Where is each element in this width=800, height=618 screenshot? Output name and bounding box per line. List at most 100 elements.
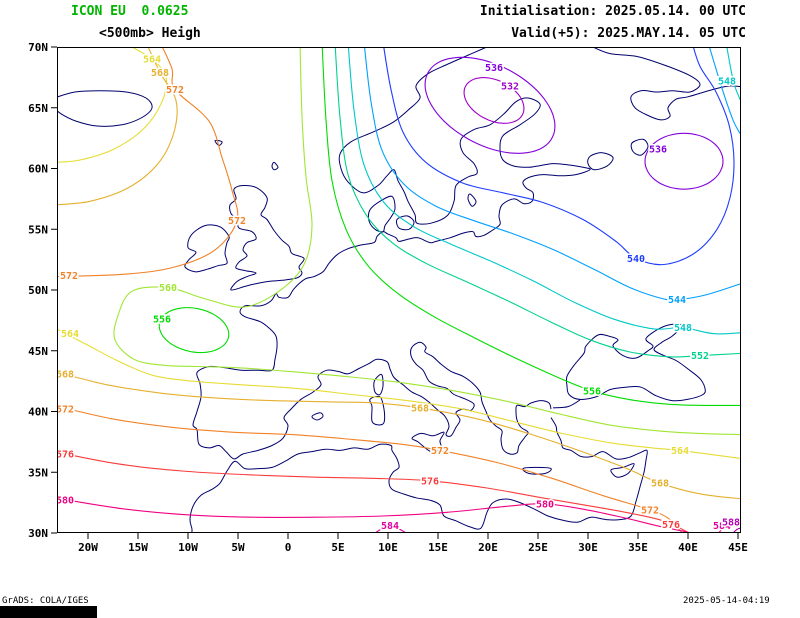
contour-572-line	[57, 47, 239, 278]
lat-tick-label: 40N	[28, 406, 48, 419]
map-frame	[57, 47, 741, 533]
contour-568-line	[57, 371, 741, 500]
contour-556-label: 556	[583, 386, 601, 397]
init-time-label: Initialisation: 2025.05.14. 00 UTC	[479, 4, 746, 19]
lon-tick-label: 5E	[331, 541, 344, 554]
map-area: 532 536 536 540 544 548 548 552 556 556 560 564 564 5…	[56, 47, 741, 533]
coastline	[369, 395, 386, 426]
grads-credit: GrADS: COLA/IGES	[2, 596, 89, 606]
contour-572-label: 572	[431, 446, 449, 457]
contour-552-line	[334, 47, 741, 358]
contour-536-line	[644, 132, 724, 190]
contour-layer	[57, 47, 741, 533]
coastline	[189, 417, 648, 533]
lat-tick-label: 45N	[28, 345, 48, 358]
contour-572-label: 572	[166, 85, 184, 96]
contour-548-label: 548	[674, 323, 692, 334]
coastline	[184, 224, 230, 273]
model-title: ICON EU 0.0625	[71, 4, 189, 19]
contour-576-label: 576	[662, 520, 680, 531]
lat-tick-label: 50N	[28, 284, 48, 297]
contour-568-line	[57, 47, 178, 206]
contour-548-line	[726, 47, 741, 103]
lon-tick-label: 25E	[528, 541, 548, 554]
lon-tick-label: 40E	[678, 541, 698, 554]
coastline	[591, 47, 741, 121]
coastline	[367, 195, 396, 233]
lon-tick-label: 45E	[728, 541, 748, 554]
lon-tick-label: 5W	[231, 541, 245, 554]
contour-556-line	[321, 47, 741, 407]
lon-tick-label: 15W	[128, 541, 148, 554]
lon-tick-label: 15E	[428, 541, 448, 554]
contour-564-label: 564	[143, 55, 161, 66]
grads-logo-bar	[0, 606, 97, 618]
coastline	[587, 152, 614, 171]
lat-tick-label: 30N	[28, 527, 48, 540]
contour-584-label: 584	[381, 521, 399, 532]
coastline	[57, 90, 153, 127]
coastline	[373, 373, 384, 396]
contour-580-label: 580	[536, 499, 554, 510]
coastline	[192, 47, 591, 460]
lat-tick-label: 35N	[28, 466, 48, 479]
contour-572-label: 572	[641, 505, 659, 516]
contour-548-line	[347, 47, 741, 335]
coastline	[214, 139, 223, 146]
contour-532-line	[463, 77, 525, 124]
lon-tick-label: 10E	[378, 541, 398, 554]
contour-572-label: 572	[60, 271, 78, 282]
contour-540-label: 540	[627, 254, 645, 265]
contour-576-label: 576	[56, 450, 74, 461]
creation-timestamp: 2025-05-14-04:19	[683, 596, 770, 606]
contour-580-line	[57, 497, 693, 533]
contour-568-label: 568	[651, 479, 669, 490]
lon-tick-label: 10W	[178, 541, 198, 554]
coastline	[271, 161, 279, 171]
coastline	[522, 466, 552, 475]
contour-556-label: 556	[153, 315, 171, 326]
coastline	[630, 138, 649, 156]
contour-580-label: 580	[56, 496, 74, 507]
lon-tick-label: 20E	[478, 541, 498, 554]
coastline	[552, 398, 581, 409]
coastline-layer	[57, 47, 741, 533]
level-title: <500mb> Heigh	[99, 26, 201, 41]
coastline	[311, 412, 324, 421]
contour-536-label: 536	[649, 145, 667, 156]
contour-584-label: 584	[713, 521, 731, 532]
contour-576-line	[57, 451, 691, 533]
lat-tick-label: 60N	[28, 163, 48, 176]
contour-536-line	[424, 56, 556, 154]
contour-536-label: 536	[485, 63, 503, 74]
contour-544-line	[363, 47, 741, 301]
lon-tick-label: 20W	[78, 541, 98, 554]
coastline	[229, 184, 305, 291]
coastline	[411, 431, 445, 453]
contour-584-line	[374, 525, 408, 533]
contour-544-line	[708, 47, 741, 136]
lat-tick-label: 65N	[28, 102, 48, 115]
lat-tick-label: 55N	[28, 223, 48, 236]
contour-label-layer: 532 536 536 540 544 548 548 552 556 556 560 564 564 5…	[56, 53, 741, 533]
contour-568-label: 568	[151, 68, 169, 79]
contour-552-label: 552	[691, 351, 709, 362]
contour-564-label: 564	[61, 329, 79, 340]
contour-564-label: 564	[671, 446, 689, 457]
contour-572-label: 572	[228, 216, 246, 227]
lon-tick-label: 35E	[628, 541, 648, 554]
lat-tick-label: 70N	[28, 41, 48, 54]
contour-544-label: 544	[668, 295, 686, 306]
contour-572-line	[57, 405, 683, 533]
valid-time-label: Valid(+5): 2025.MAY.14. 05 UTC	[511, 26, 746, 41]
contour-556-line	[158, 307, 230, 354]
contour-532-label: 532	[501, 81, 519, 92]
contour-540-line	[383, 47, 735, 266]
contour-588-line	[732, 527, 741, 533]
contour-568-label: 568	[411, 403, 429, 414]
contour-560-label: 560	[159, 283, 177, 294]
coastline	[610, 463, 635, 478]
contour-568-label: 568	[56, 369, 74, 380]
